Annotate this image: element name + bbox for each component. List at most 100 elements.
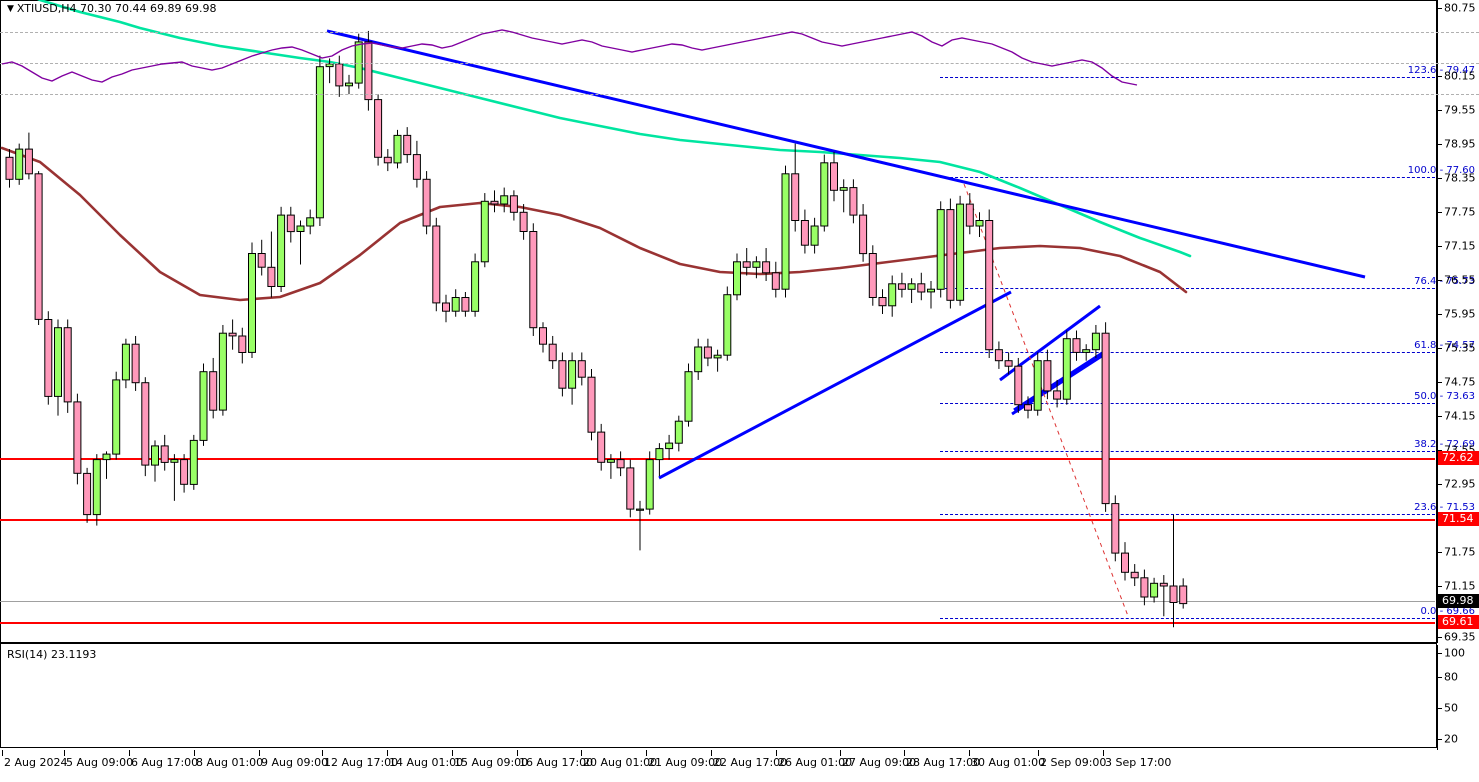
fibonacci-line[interactable]: [940, 177, 1435, 178]
time-tick: [711, 750, 712, 756]
candle-bearish: [1159, 575, 1168, 617]
level-price-tag: 69.61: [1438, 615, 1479, 629]
level-price-tag: 71.54: [1438, 512, 1479, 526]
fibonacci-label: 100.0 - 77.60: [1407, 165, 1475, 176]
candle-bearish: [364, 30, 373, 111]
candle-bearish: [917, 272, 926, 301]
fibonacci-line[interactable]: [940, 514, 1435, 515]
price-tick: [1437, 416, 1442, 417]
price-tick: [1437, 178, 1442, 179]
trendline[interactable]: [658, 290, 1012, 480]
support-resistance-line[interactable]: [0, 519, 1435, 521]
candle-bullish: [956, 195, 965, 306]
candle-bullish: [92, 454, 101, 526]
time-label: 28 Aug 17:00: [906, 756, 981, 769]
rsi-axis[interactable]: 100 80 50 20: [1437, 645, 1479, 750]
candle-bullish: [927, 281, 935, 309]
candle-bullish: [189, 434, 198, 490]
candle-bearish: [374, 94, 383, 166]
time-tick: [840, 750, 841, 756]
price-tick-label: 74.75: [1444, 375, 1476, 389]
fibonacci-label: 61.8 - 74.57: [1414, 340, 1475, 351]
candle-bullish: [694, 338, 703, 380]
candle-bearish: [849, 179, 858, 224]
symbol-dropdown-caret[interactable]: ▼: [7, 4, 14, 14]
candle-bearish: [228, 319, 237, 350]
candle-bearish: [442, 294, 450, 323]
candle-bullish: [888, 275, 897, 317]
moving-average-line: [0, 146, 1188, 302]
support-resistance-line[interactable]: [0, 622, 1435, 624]
fibonacci-line[interactable]: [940, 403, 1435, 404]
candle-bullish: [975, 212, 984, 238]
time-label: 6 Aug 17:00: [131, 756, 199, 769]
price-tick: [1437, 484, 1442, 485]
fibonacci-line[interactable]: [940, 451, 1435, 452]
fibonacci-line[interactable]: [940, 77, 1435, 78]
candle-bullish: [606, 454, 615, 479]
candle-bearish: [626, 459, 635, 518]
price-tick-label: 69.35: [1444, 630, 1476, 644]
price-tick-label: 79.55: [1444, 103, 1476, 117]
candle-bearish: [422, 171, 431, 235]
candle-bearish: [83, 467, 92, 523]
candle-bullish: [665, 434, 674, 460]
time-tick: [646, 750, 647, 756]
price-tick-label: 76.55: [1444, 273, 1476, 287]
trendline[interactable]: [1013, 348, 1108, 412]
price-chart-pane[interactable]: 123.6 - 79.47 100.0 - 77.60 76.4 - 75.73 61…: [0, 0, 1475, 643]
price-tick: [1437, 450, 1442, 451]
price-tick: [1437, 637, 1442, 638]
support-resistance-line[interactable]: [0, 458, 1435, 460]
candle-bearish: [44, 311, 53, 405]
price-tick-label: 73.55: [1444, 443, 1476, 457]
fibonacci-label: 23.6 - 71.53: [1414, 502, 1475, 513]
time-tick: [517, 750, 518, 756]
price-tick: [1437, 110, 1442, 111]
current-price-tag: 69.98: [1438, 594, 1479, 608]
rsi-indicator-pane[interactable]: [0, 29, 1479, 748]
candle-bearish: [742, 248, 751, 276]
time-label: 16 Aug 17:00: [519, 756, 594, 769]
time-tick: [2, 750, 3, 756]
candle-bearish: [868, 245, 877, 306]
candle-bullish: [733, 253, 741, 301]
candle-bullish: [1033, 352, 1042, 416]
candle-bearish: [830, 151, 838, 202]
fibonacci-line[interactable]: [940, 618, 1435, 619]
time-axis[interactable]: 2 Aug 2024 5 Aug 09:00 6 Aug 17:00 8 Aug 01…: [0, 750, 1479, 782]
candle-bullish: [306, 209, 315, 235]
candle-bullish: [723, 286, 732, 361]
candle-bearish: [1140, 569, 1149, 606]
price-tick: [1437, 586, 1442, 587]
candle-bearish: [1130, 564, 1139, 587]
time-label: 12 Aug 17:00: [324, 756, 399, 769]
candle-bearish: [859, 204, 868, 262]
fibonacci-line[interactable]: [940, 288, 1435, 289]
time-label: 2 Sep 09:00: [1040, 756, 1107, 769]
rsi-tick-label: 50: [1444, 701, 1458, 715]
candle-bearish: [548, 335, 557, 369]
candle-bullish: [199, 363, 208, 446]
candle-bearish: [800, 209, 809, 254]
fibonacci-label: 76.4 - 75.73: [1414, 276, 1475, 287]
trendline[interactable]: [963, 183, 1129, 617]
symbol-ohlc-text: XTIUSD,H4 70.30 70.44 69.89 69.98: [16, 2, 217, 15]
price-tick-label: 80.15: [1444, 69, 1476, 83]
candle-bearish: [791, 143, 800, 232]
candle-bearish: [131, 335, 140, 391]
candle-bullish: [1062, 330, 1071, 405]
candle-bullish: [121, 338, 130, 389]
candle-bearish: [529, 223, 538, 336]
candle-bullish: [568, 352, 577, 405]
price-tick: [1437, 246, 1442, 247]
candle-bearish: [616, 451, 625, 477]
fibonacci-line[interactable]: [940, 352, 1435, 353]
price-tick: [1437, 76, 1442, 77]
candle-bearish: [5, 149, 14, 188]
price-tick: [1437, 144, 1442, 145]
price-axis[interactable]: 80.75 80.15 79.55 78.95 78.35 77.75 77.15 76.55…: [1437, 0, 1479, 643]
trendline[interactable]: [326, 29, 1366, 279]
candle-bullish: [1150, 577, 1159, 603]
price-tick: [1437, 348, 1442, 349]
